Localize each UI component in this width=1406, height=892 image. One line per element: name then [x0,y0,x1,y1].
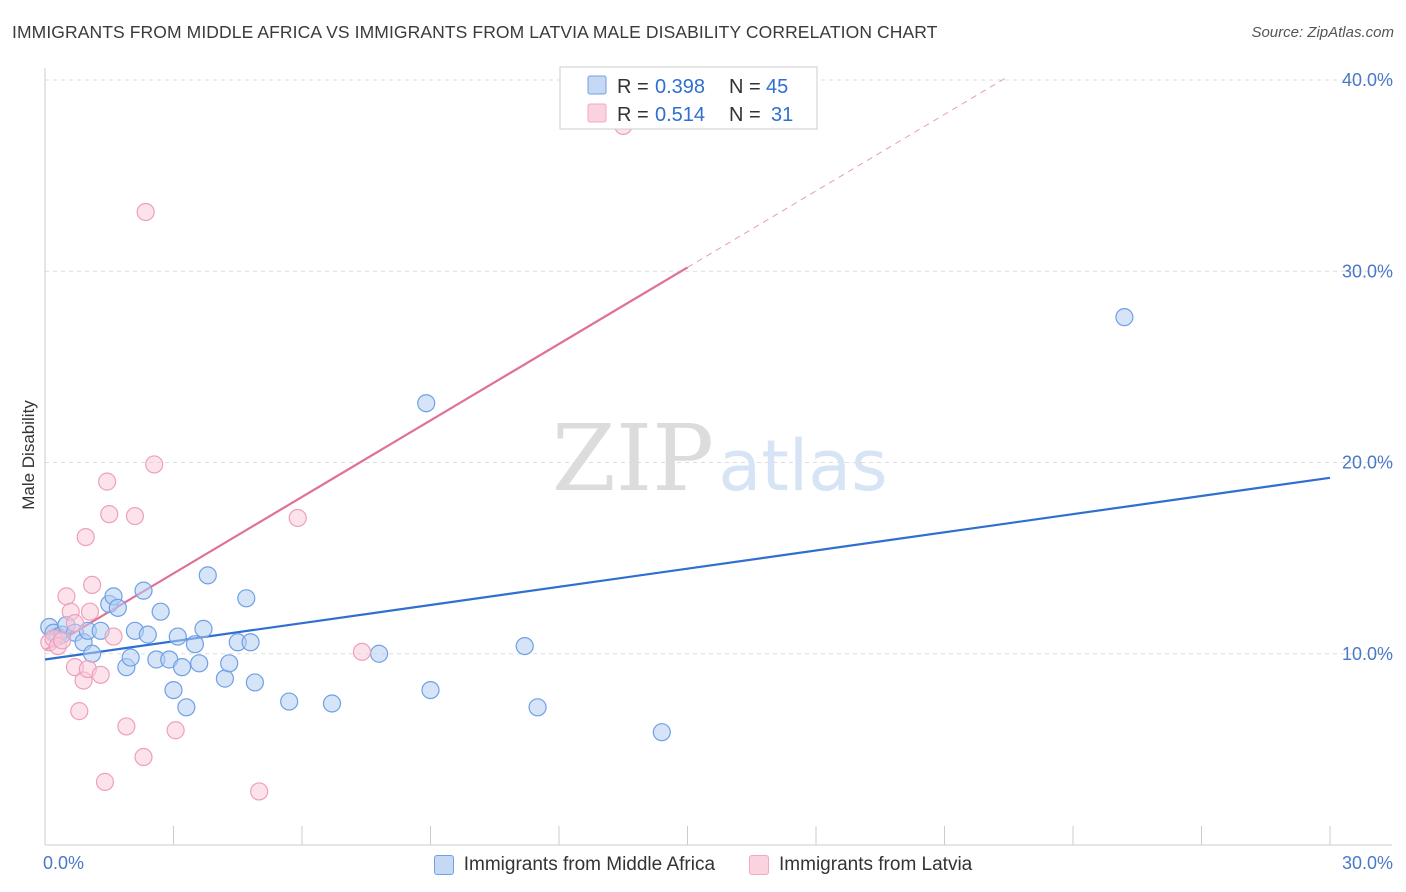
point-latvia [83,575,102,595]
point-middle-africa [1115,308,1134,327]
point-middle-africa [198,566,217,585]
point-middle-africa [237,589,256,608]
point-middle-africa [220,654,239,673]
point-middle-africa [177,698,196,717]
point-middle-africa [172,658,192,677]
point-middle-africa [190,654,209,673]
legend-n-label-2: N = [729,104,761,126]
legend-n-value-1: 45 [766,76,788,98]
point-middle-africa [108,598,127,617]
watermark-atlas: atlas [718,425,887,507]
bottom-legend-swatch-latvia [749,855,770,875]
point-latvia [76,527,95,547]
point-middle-africa [245,673,264,692]
point-middle-africa [370,644,389,663]
point-middle-africa [168,627,187,646]
legend-r-label-2: R = [617,104,649,126]
y-tick-label: 40.0% [1342,70,1393,90]
point-latvia [117,717,136,736]
legend: R = 0.398 N = 45 R = 0.514 N = 31 [559,66,818,130]
y-tick-label: 10.0% [1342,644,1393,664]
point-middle-africa [151,602,170,621]
trend-lines [44,75,1331,661]
bottom-legend-label-latvia: Immigrants from Latvia [779,854,973,875]
point-latvia [134,747,153,767]
x-tick-labels: 0.0% 30.0% [43,853,1393,873]
point-middle-africa [185,635,205,654]
point-latvia [57,587,76,606]
point-middle-africa [194,619,213,638]
point-latvia [136,202,155,222]
point-latvia [65,614,85,633]
legend-r-value-1: 0.398 [655,76,705,98]
legend-swatch-latvia [587,103,607,123]
source-credit: Source: ZipAtlas.com [1251,24,1394,41]
point-middle-africa [652,723,671,742]
point-middle-africa [280,692,299,711]
point-middle-africa [134,581,153,600]
x-tick-label: 0.0% [43,853,84,873]
point-latvia [352,642,372,661]
y-tick-label: 30.0% [1342,261,1393,281]
point-latvia [125,506,145,526]
x-tick-label: 30.0% [1342,853,1393,873]
point-middle-africa [528,698,547,717]
legend-r-label-1: R = [617,76,649,98]
trend-line-latvia [44,266,689,651]
point-middle-africa [121,648,140,667]
point-latvia [98,472,117,491]
point-latvia [91,665,110,684]
point-latvia [70,702,89,721]
point-middle-africa [322,694,342,713]
gridlines [45,79,1392,655]
point-latvia [250,782,269,801]
point-middle-africa [83,644,102,663]
point-middle-africa [164,680,183,700]
legend-n-value-2: 31 [771,104,793,126]
bottom-legend-item-middle-africa: Immigrants from Middle Africa [433,854,716,876]
point-middle-africa [241,633,260,652]
point-middle-africa [138,625,157,644]
point-latvia [104,627,123,646]
point-latvia [288,508,307,528]
trend-line-middle-africa [44,476,1331,661]
point-latvia [95,772,115,791]
trend-line-latvia-extension [687,75,1010,268]
bottom-legend: Immigrants from Middle Africa Immigrants… [0,850,1406,880]
point-latvia [166,721,185,740]
watermark: ZIP atlas [552,405,888,512]
y-tick-label: 20.0% [1342,453,1393,473]
bottom-legend-item-latvia: Immigrants from Latvia [749,854,972,876]
point-latvia [53,631,72,650]
axes [44,68,1392,846]
y-axis-label: Male Disability [19,400,38,510]
chart-title: IMMIGRANTS FROM MIDDLE AFRICA VS IMMIGRA… [12,22,938,42]
data-points [40,116,1134,801]
legend-swatch-middle-africa [587,75,607,95]
point-middle-africa [417,394,436,413]
point-middle-africa [515,636,534,656]
point-latvia [145,455,164,474]
point-latvia [80,602,100,621]
legend-n-label-1: N = [729,76,761,98]
legend-r-value-2: 0.514 [655,104,705,126]
point-latvia [100,505,119,524]
point-middle-africa [215,669,234,688]
watermark-zip: ZIP [552,405,714,512]
point-middle-africa [421,680,440,700]
bottom-legend-swatch-middle-africa [433,855,454,875]
bottom-legend-label-middle-africa: Immigrants from Middle Africa [463,854,716,875]
y-tick-labels: 10.0% 20.0% 30.0% 40.0% [1342,70,1393,664]
